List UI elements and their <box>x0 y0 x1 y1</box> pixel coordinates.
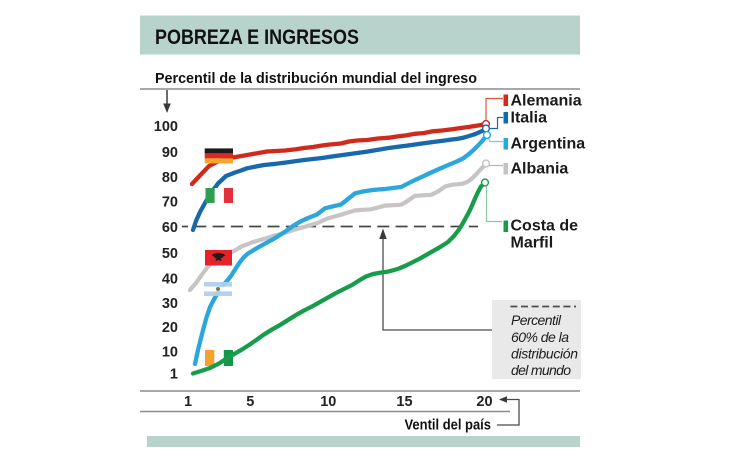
svg-text:Argentina: Argentina <box>511 136 586 153</box>
svg-text:20: 20 <box>476 394 492 410</box>
svg-text:60: 60 <box>162 220 178 236</box>
svg-text:Costa de: Costa de <box>511 218 579 235</box>
svg-text:Percentil de la distribución m: Percentil de la distribución mundial del… <box>155 71 477 87</box>
svg-text:30: 30 <box>162 296 178 312</box>
svg-text:1: 1 <box>184 394 192 410</box>
svg-text:90: 90 <box>162 145 178 161</box>
svg-text:40: 40 <box>162 272 178 288</box>
svg-text:50: 50 <box>162 246 178 262</box>
svg-text:Marfil: Marfil <box>511 235 554 252</box>
svg-text:20: 20 <box>162 320 178 336</box>
svg-text:15: 15 <box>396 394 412 410</box>
svg-text:del mundo: del mundo <box>511 362 571 378</box>
svg-text:Alemania: Alemania <box>511 93 582 110</box>
svg-text:100: 100 <box>154 119 178 135</box>
svg-text:1: 1 <box>170 366 178 382</box>
svg-text:10: 10 <box>162 345 178 361</box>
svg-text:60% de la: 60% de la <box>511 329 569 345</box>
svg-text:5: 5 <box>246 394 254 410</box>
svg-text:distribución: distribución <box>511 346 578 362</box>
svg-text:80: 80 <box>162 170 178 186</box>
svg-text:Ventil del país: Ventil del país <box>405 418 492 434</box>
svg-text:10: 10 <box>320 394 336 410</box>
svg-text:Percentil: Percentil <box>511 312 562 328</box>
svg-text:Albania: Albania <box>511 161 569 178</box>
svg-text:POBREZA E INGRESOS: POBREZA E INGRESOS <box>155 25 359 49</box>
svg-text:Italia: Italia <box>511 110 548 127</box>
svg-text:70: 70 <box>162 195 178 211</box>
